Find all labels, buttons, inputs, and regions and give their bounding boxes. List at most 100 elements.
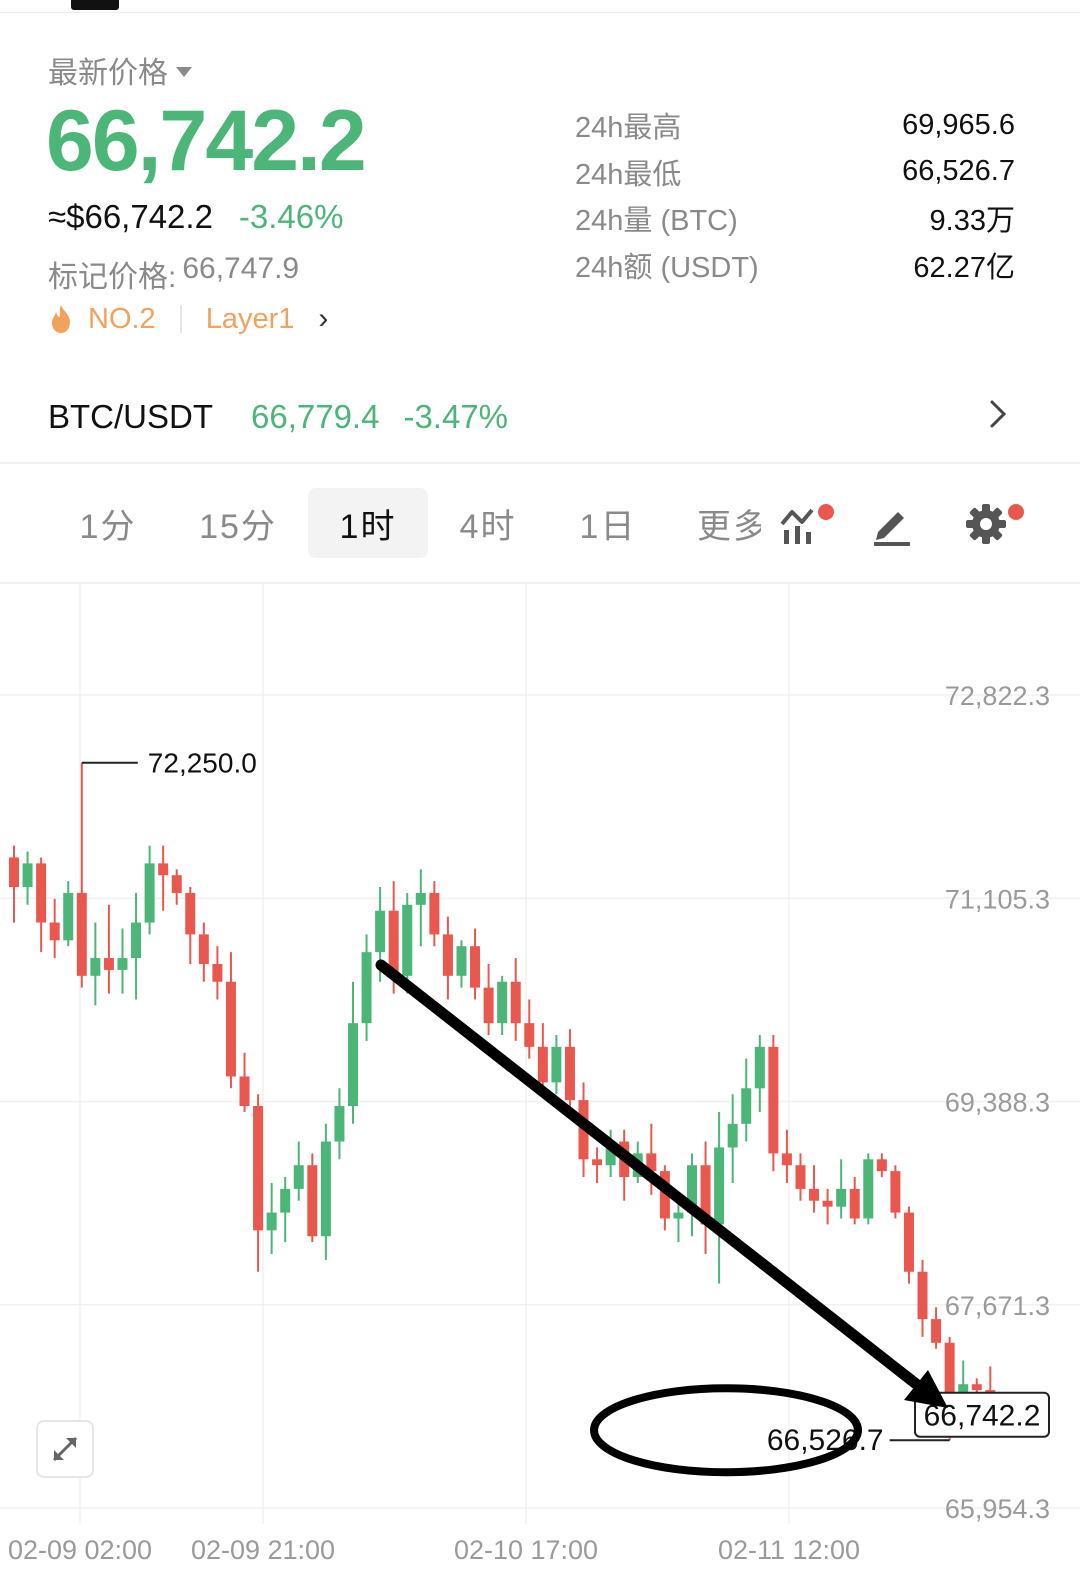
stat-label: 24h额 (USDT) (575, 251, 759, 284)
price-type-label: 最新价格 (48, 57, 168, 90)
candle-body (456, 946, 467, 976)
candle (524, 999, 535, 1059)
expand-icon (52, 1436, 78, 1462)
candle (931, 1307, 942, 1349)
candle (564, 1029, 575, 1118)
candle-body (36, 863, 47, 923)
candle (212, 946, 223, 1000)
candle (714, 1111, 725, 1284)
draw-pencil-icon[interactable] (868, 500, 916, 548)
tab-1m[interactable]: 1分 (79, 507, 137, 546)
section-divider (0, 462, 1080, 464)
candle (741, 1058, 752, 1142)
candle-body (225, 981, 236, 1077)
candle (822, 1188, 833, 1225)
category-tag: Layer1 (205, 302, 295, 335)
y-tick-label: 69,388.3 (945, 1088, 1050, 1118)
candle (225, 952, 236, 1089)
pair-row[interactable]: BTC/USDT 66,779.4 -3.47% (48, 392, 1018, 442)
candle-body (687, 1165, 697, 1213)
candle-body (836, 1188, 847, 1207)
candle-body (307, 1165, 318, 1237)
candle (700, 1141, 711, 1255)
candle (605, 1129, 616, 1178)
candle (36, 857, 47, 953)
candle (795, 1153, 806, 1201)
tab-1d[interactable]: 1日 (579, 507, 637, 546)
candle (320, 1123, 331, 1260)
candle-body (348, 1023, 358, 1107)
candle (280, 1177, 291, 1243)
tab-4h[interactable]: 4时 (459, 507, 517, 546)
candle-body (198, 934, 209, 964)
caret-down-icon (176, 67, 192, 77)
tab-15m[interactable]: 15分 (199, 507, 277, 546)
candle (687, 1153, 697, 1237)
candle (470, 928, 481, 1000)
candle-body (944, 1342, 955, 1402)
x-tick-label: 02-09 02:00 (8, 1535, 152, 1565)
candle (863, 1153, 874, 1225)
candle (253, 1094, 264, 1272)
rank-tag: NO.2 (88, 302, 156, 335)
candle-body (334, 1106, 345, 1142)
pair-name: BTC/USDT (48, 398, 213, 435)
candle-body (524, 1023, 535, 1047)
candlestick-chart: 72,250.066,526.766,742.2 72,822.371,105.… (0, 584, 1080, 1565)
candle-body (809, 1188, 820, 1201)
candle-body (700, 1165, 711, 1225)
candle-body (795, 1165, 806, 1189)
stat-label: 24h量 (BTC) (575, 205, 738, 238)
stat-value: 62.27亿 (913, 251, 1015, 284)
stat-row-volume: 24h量 (BTC) 9.33万 (575, 195, 1015, 242)
indicators-badge (818, 504, 834, 520)
candle (781, 1129, 792, 1183)
low-highlight-ellipse (590, 1384, 862, 1477)
candle-body (131, 922, 142, 959)
candle-body (605, 1141, 616, 1166)
x-tick-label: 02-11 12:00 (718, 1535, 860, 1565)
mark-price-label: 标记价格: (48, 261, 177, 294)
indicators-icon[interactable] (778, 500, 826, 548)
candle-body (9, 857, 19, 888)
y-tick-label: 71,105.3 (945, 884, 1050, 914)
candle-body (646, 1153, 657, 1172)
mark-price-value: 66,747.9 (182, 252, 300, 285)
price-chart[interactable]: 72,250.0 66,526.7 66,742.2 72,822.3 71,105.… (0, 584, 1080, 1594)
chevron-right-icon: › (318, 302, 329, 335)
low-marker-label: 66,526.7 (767, 1424, 884, 1457)
x-tick-label: 02-10 17:00 (454, 1535, 598, 1565)
chart-top-divider (0, 582, 1080, 584)
candle-body (592, 1159, 603, 1166)
candle-body (483, 987, 494, 1024)
stat-label: 24h最低 (575, 158, 682, 191)
interval-tabs: 1分 15分 1时 4时 1日 更多 (0, 488, 1080, 558)
candle (22, 851, 33, 905)
stat-row-high: 24h最高 69,965.6 (575, 102, 1015, 149)
pair-change: -3.47% (403, 398, 509, 435)
candle-body (361, 952, 372, 1024)
candle-body (90, 958, 101, 976)
tab-1h[interactable]: 1时 (308, 488, 428, 558)
tab-more[interactable]: 更多 (697, 507, 761, 546)
candle (809, 1165, 820, 1213)
stat-value: 9.33万 (929, 205, 1015, 238)
y-tick-label: 67,671.3 (945, 1291, 1050, 1321)
candle-body (266, 1212, 277, 1231)
candle (673, 1200, 684, 1243)
settings-gear-icon[interactable] (962, 500, 1010, 548)
tag-row[interactable]: NO.2 Layer1 › (48, 302, 328, 336)
candle (551, 1035, 562, 1095)
expand-chart-button[interactable] (36, 1420, 94, 1478)
candle (131, 892, 142, 1000)
top-divider (0, 12, 1080, 13)
candle-body (768, 1046, 779, 1154)
stat-label: 24h最高 (575, 112, 682, 145)
candle-body (659, 1171, 670, 1219)
candle-body (253, 1106, 264, 1231)
candle-body (49, 922, 60, 941)
candle-body (876, 1159, 887, 1172)
price-type-dropdown[interactable]: 最新价格 (48, 48, 192, 92)
candle (537, 1023, 548, 1095)
candle (497, 975, 508, 1036)
